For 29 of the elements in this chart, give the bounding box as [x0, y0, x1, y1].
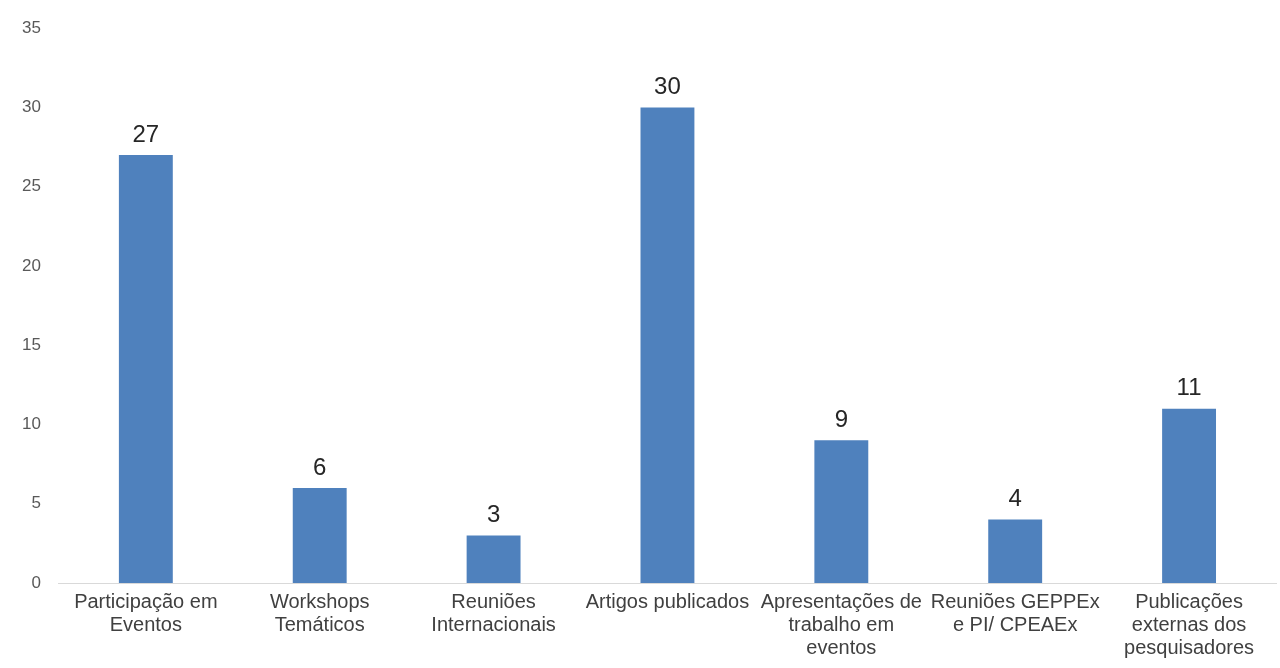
- y-tick-label: 10: [21, 414, 41, 434]
- data-label: 3: [486, 500, 501, 528]
- y-tick-label: 15: [21, 334, 41, 354]
- data-label: 6: [313, 452, 327, 480]
- x-tick-label: Reuniões Internacionais: [431, 590, 556, 636]
- bar: [988, 519, 1043, 583]
- y-tick-label: 30: [21, 97, 41, 117]
- data-label: 30: [654, 72, 681, 100]
- y-tick-label: 0: [31, 572, 41, 592]
- x-tick-label: Participação em Eventos: [74, 590, 218, 636]
- x-tick-label: Artigos publicados: [585, 590, 750, 613]
- bar: [466, 535, 521, 583]
- y-tick-label: 20: [21, 255, 41, 275]
- data-label: 4: [1008, 484, 1022, 512]
- x-tick-label: Workshops Temáticos: [269, 590, 370, 636]
- data-label: 11: [1176, 373, 1202, 401]
- x-tick-label: Publicações externas dos pesquisadores: [1124, 590, 1255, 659]
- y-tick-label: 5: [31, 493, 41, 513]
- x-tick-label: Reuniões GEPPEx e PI/ CPEAEx: [930, 590, 1100, 636]
- bar: [292, 487, 347, 583]
- bar: [640, 107, 695, 583]
- data-label: 27: [132, 119, 160, 147]
- x-tick-label: Apresentações de trabalho em eventos: [760, 590, 922, 659]
- y-tick-label: 25: [21, 176, 41, 196]
- y-tick-label: 35: [21, 17, 41, 37]
- bar: [814, 440, 869, 583]
- bar: [118, 155, 173, 583]
- bar: [1162, 408, 1217, 583]
- data-label: 9: [834, 404, 848, 432]
